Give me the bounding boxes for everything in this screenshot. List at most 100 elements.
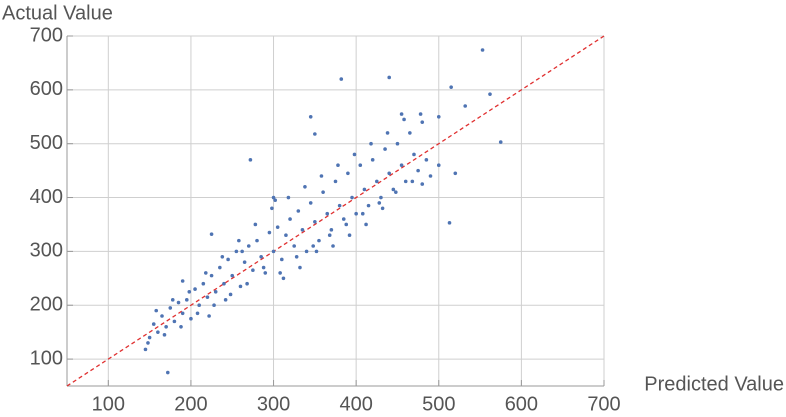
point xyxy=(362,187,367,192)
point xyxy=(420,182,425,186)
point xyxy=(350,195,354,200)
y-axis-label: Actual Value xyxy=(2,2,113,24)
point xyxy=(180,311,185,316)
identity-line xyxy=(66,35,605,387)
point xyxy=(245,281,249,286)
point xyxy=(321,190,325,194)
point xyxy=(237,238,241,243)
point xyxy=(251,268,255,273)
point xyxy=(480,48,485,52)
point xyxy=(259,254,263,259)
point xyxy=(408,131,412,135)
point xyxy=(223,298,228,302)
y-tick-label: 200 xyxy=(30,294,63,316)
point xyxy=(189,316,193,321)
point xyxy=(271,249,276,254)
point xyxy=(288,217,292,221)
point xyxy=(375,179,379,184)
point xyxy=(319,174,324,178)
point xyxy=(197,303,201,308)
point xyxy=(314,249,319,254)
point xyxy=(339,77,344,81)
point xyxy=(246,244,251,248)
x-tick-label: 100 xyxy=(92,393,125,415)
point xyxy=(360,211,365,216)
point xyxy=(263,271,268,275)
point xyxy=(395,141,400,146)
point xyxy=(379,195,383,200)
point xyxy=(370,158,375,162)
point xyxy=(201,281,206,286)
x-tick-label: 300 xyxy=(257,393,290,415)
y-tick-label: 300 xyxy=(30,240,63,262)
point xyxy=(329,228,334,232)
point xyxy=(436,114,441,119)
point xyxy=(325,211,330,216)
point xyxy=(234,249,239,254)
point xyxy=(222,281,226,286)
point xyxy=(267,230,272,235)
point xyxy=(449,85,453,89)
point xyxy=(358,163,363,168)
point xyxy=(207,314,211,318)
x-axis-label: Predicted Value xyxy=(644,373,784,395)
y-tick-label: 400 xyxy=(30,186,63,208)
point xyxy=(298,265,302,270)
x-tick-label: 400 xyxy=(339,393,372,415)
point xyxy=(205,295,210,299)
point xyxy=(168,306,173,310)
point xyxy=(278,271,282,275)
point xyxy=(230,273,235,278)
point xyxy=(187,289,192,294)
point xyxy=(380,206,385,211)
y-tick-label: 600 xyxy=(30,78,63,100)
point xyxy=(327,233,332,238)
point xyxy=(151,322,156,326)
point xyxy=(195,311,200,316)
x-tick-label: 700 xyxy=(587,393,620,415)
point xyxy=(147,335,152,340)
point xyxy=(193,287,197,291)
x-tick-label: 600 xyxy=(505,393,538,415)
y-tick-label: 700 xyxy=(30,24,63,46)
point xyxy=(436,163,441,168)
point xyxy=(344,222,349,227)
point xyxy=(387,171,392,176)
point xyxy=(498,140,503,144)
point xyxy=(453,171,458,176)
point xyxy=(336,163,340,168)
x-tick-label: 500 xyxy=(422,393,455,415)
point xyxy=(261,265,266,270)
point xyxy=(281,276,286,281)
point xyxy=(300,228,305,232)
point xyxy=(248,158,253,162)
point xyxy=(154,308,159,313)
point xyxy=(385,131,390,135)
point xyxy=(212,303,216,308)
point xyxy=(383,147,387,151)
point xyxy=(337,203,342,208)
point xyxy=(303,184,307,189)
point xyxy=(176,300,181,305)
point xyxy=(418,112,423,116)
point xyxy=(170,298,175,302)
point xyxy=(311,244,315,248)
point xyxy=(284,233,288,238)
point xyxy=(294,254,299,259)
point xyxy=(366,203,371,208)
point xyxy=(156,330,160,334)
point xyxy=(280,257,284,262)
point xyxy=(273,198,277,203)
point xyxy=(402,117,406,122)
point xyxy=(391,187,396,192)
point xyxy=(164,324,168,329)
point xyxy=(180,279,185,283)
point xyxy=(387,75,392,80)
point xyxy=(304,249,309,254)
point xyxy=(428,174,433,178)
point xyxy=(399,163,404,168)
point xyxy=(271,195,276,200)
point xyxy=(275,225,280,229)
point xyxy=(209,273,214,278)
